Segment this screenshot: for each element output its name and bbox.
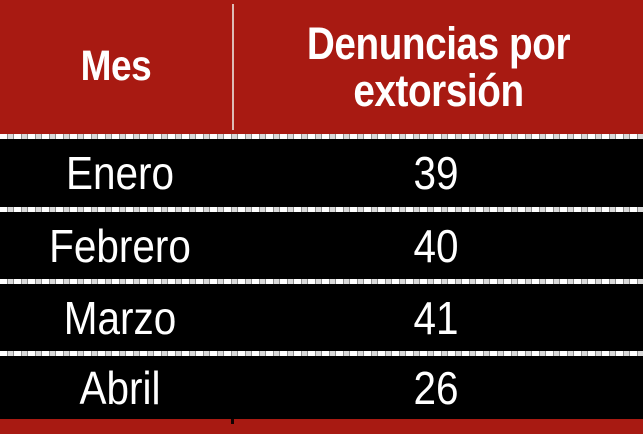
cell-value: 39 [413,147,459,199]
row-separator [0,351,643,356]
cell-month: Marzo [63,291,177,344]
header-cell-mes: Mes [80,42,152,91]
row-separator [0,134,643,139]
cell-month: Enero [65,147,175,199]
table-row: Enero 39 [0,139,643,207]
row-separator [0,279,643,284]
header-column-divider [232,4,234,130]
table-row: Marzo 41 [0,284,643,351]
cell-month: Febrero [49,219,191,272]
bottom-bar-notch [231,419,234,424]
cell-value: 26 [413,361,459,414]
table-header: Mes Denuncias por extorsión [0,0,643,134]
table-row: Febrero 40 [0,212,643,279]
bottom-accent-bar [0,419,643,434]
header-cell-denuncias: Denuncias por extorsión [306,17,571,116]
table-row: Abril 26 [0,356,643,419]
cell-month: Abril [79,361,161,414]
cell-value: 40 [413,219,459,272]
row-separator [0,207,643,212]
cell-value: 41 [413,291,459,344]
